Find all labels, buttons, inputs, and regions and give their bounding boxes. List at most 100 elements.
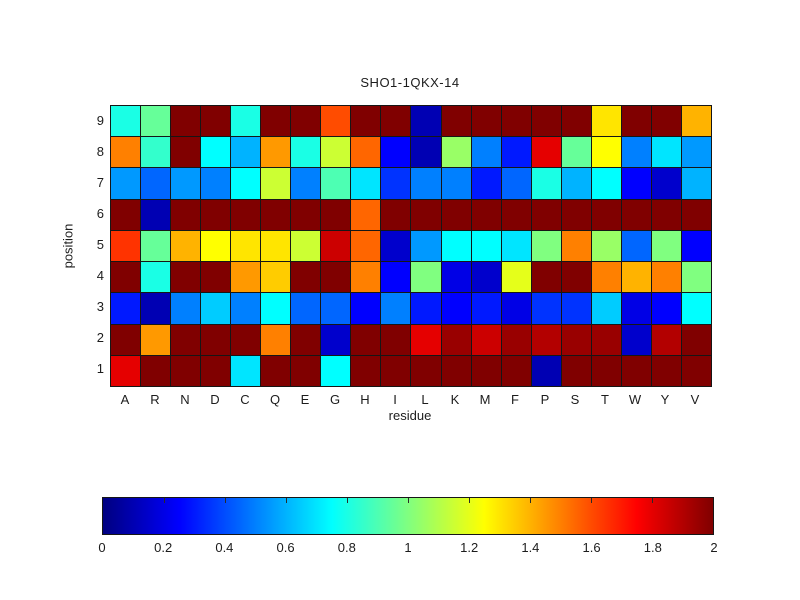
heatmap-cell bbox=[291, 230, 321, 262]
heatmap-cell bbox=[501, 106, 531, 137]
x-tick-label: Y bbox=[660, 392, 670, 407]
x-tick-label: K bbox=[450, 392, 460, 407]
x-tick-label: T bbox=[601, 392, 609, 407]
heatmap-cell bbox=[561, 230, 591, 262]
y-tick-label: 7 bbox=[96, 174, 104, 190]
heatmap-cell bbox=[291, 199, 321, 230]
x-axis-label: residue bbox=[388, 408, 432, 423]
heatmap-cell bbox=[471, 199, 501, 230]
heatmap-cell bbox=[561, 293, 591, 324]
heatmap-cell bbox=[171, 324, 201, 355]
x-tick-label: R bbox=[150, 392, 160, 407]
colorbar-tick-label: 1.4 bbox=[521, 540, 540, 555]
heatmap-cell bbox=[621, 293, 651, 324]
heatmap-cell bbox=[441, 137, 471, 168]
colorbar-tick bbox=[408, 498, 409, 503]
heatmap-cell bbox=[561, 355, 591, 386]
heatmap-cell bbox=[471, 355, 501, 386]
heatmap-cell bbox=[291, 355, 321, 386]
heatmap-cell bbox=[171, 137, 201, 168]
heatmap-cell bbox=[681, 293, 711, 324]
heatmap-cell bbox=[351, 262, 381, 293]
heatmap-cell bbox=[111, 262, 141, 293]
heatmap-cell bbox=[321, 262, 351, 293]
heatmap-cell bbox=[201, 262, 231, 293]
heatmap-cell bbox=[591, 355, 621, 386]
heatmap-cell bbox=[501, 199, 531, 230]
colorbar-tick bbox=[591, 498, 592, 503]
heatmap-cell bbox=[411, 293, 441, 324]
heatmap-cell bbox=[531, 106, 561, 137]
heatmap-cell bbox=[291, 324, 321, 355]
colorbar-tick bbox=[286, 498, 287, 503]
y-tick-label: 5 bbox=[96, 237, 104, 252]
colorbar-tick-label: 0.8 bbox=[337, 540, 356, 555]
heatmap-cell bbox=[411, 199, 441, 230]
heatmap-cell bbox=[351, 293, 381, 324]
heatmap-cell bbox=[231, 262, 261, 293]
heatmap-cell bbox=[381, 137, 411, 168]
heatmap-cell bbox=[591, 137, 621, 168]
y-axis-label-text: position bbox=[60, 223, 76, 269]
heatmap-cell bbox=[471, 106, 501, 137]
heatmap-cell bbox=[201, 137, 231, 168]
x-tick-label: Q bbox=[269, 392, 281, 407]
heatmap-grid bbox=[110, 105, 712, 387]
colorbar-tick bbox=[347, 498, 348, 503]
heatmap-cell bbox=[231, 324, 261, 355]
heatmap-cell bbox=[621, 230, 651, 262]
colorbar-tick-label: 0.6 bbox=[276, 540, 295, 555]
heatmap-cell bbox=[291, 137, 321, 168]
heatmap-cell bbox=[441, 106, 471, 137]
heatmap-cell bbox=[261, 106, 291, 137]
heatmap-cell bbox=[561, 137, 591, 168]
colorbar-tick bbox=[225, 498, 226, 503]
heatmap-cell bbox=[381, 199, 411, 230]
chart-title: SHO1-1QKX-14 bbox=[360, 75, 460, 90]
heatmap-cell bbox=[411, 324, 441, 355]
heatmap-cell bbox=[351, 168, 381, 199]
heatmap-cell bbox=[201, 168, 231, 199]
heatmap-cell bbox=[591, 230, 621, 262]
x-tick-label: H bbox=[360, 392, 370, 407]
x-tick-label: I bbox=[393, 392, 397, 407]
heatmap-cell bbox=[231, 355, 261, 386]
heatmap-cell bbox=[561, 262, 591, 293]
heatmap-cell bbox=[171, 355, 201, 386]
y-tick-label: 8 bbox=[96, 143, 104, 159]
heatmap-cell bbox=[141, 230, 171, 262]
heatmap-cell bbox=[321, 293, 351, 324]
x-tick-label: W bbox=[628, 392, 642, 407]
heatmap-cell bbox=[111, 230, 141, 262]
heatmap-cell bbox=[561, 199, 591, 230]
x-tick-label: S bbox=[570, 392, 580, 407]
heatmap-cell bbox=[471, 230, 501, 262]
heatmap-cell bbox=[381, 324, 411, 355]
heatmap-cell bbox=[621, 137, 651, 168]
heatmap-cell bbox=[411, 137, 441, 168]
heatmap-cell bbox=[561, 106, 591, 137]
heatmap-cell bbox=[651, 137, 681, 168]
heatmap-cell bbox=[501, 262, 531, 293]
heatmap-cell bbox=[261, 168, 291, 199]
heatmap-cell bbox=[681, 230, 711, 262]
heatmap-cell bbox=[261, 262, 291, 293]
heatmap-cell bbox=[531, 230, 561, 262]
x-tick-label: N bbox=[180, 392, 190, 407]
y-tick-label: 6 bbox=[96, 205, 104, 221]
heatmap-cell bbox=[621, 106, 651, 137]
heatmap-cell bbox=[201, 106, 231, 137]
heatmap-cell bbox=[231, 106, 261, 137]
y-tick-label: 4 bbox=[96, 268, 104, 284]
colorbar-tick-label: 0 bbox=[98, 540, 106, 555]
heatmap-cell bbox=[681, 168, 711, 199]
heatmap-cell bbox=[171, 230, 201, 262]
heatmap-cell bbox=[501, 324, 531, 355]
heatmap-cell bbox=[171, 199, 201, 230]
heatmap-cell bbox=[381, 355, 411, 386]
heatmap-cell bbox=[141, 262, 171, 293]
heatmap-cell bbox=[351, 137, 381, 168]
heatmap-cell bbox=[411, 106, 441, 137]
heatmap-cell bbox=[411, 262, 441, 293]
y-tick-label: 1 bbox=[96, 361, 104, 377]
